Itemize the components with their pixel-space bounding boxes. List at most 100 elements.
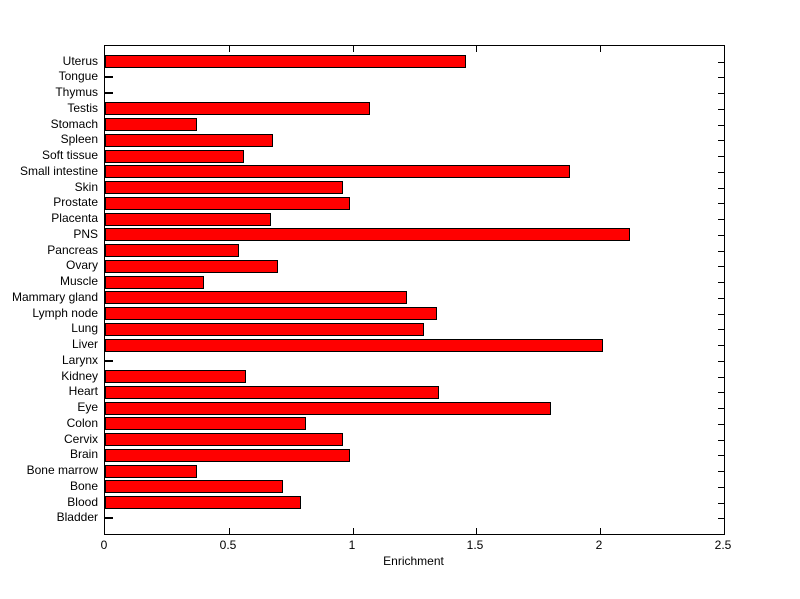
y-tick-mark	[718, 298, 724, 299]
y-axis-label: Placenta	[51, 211, 98, 225]
y-axis-label: Bladder	[56, 510, 98, 524]
y-axis-label: Brain	[69, 447, 98, 461]
y-axis-label: Uterus	[62, 54, 98, 68]
x-tick-mark	[353, 528, 354, 534]
y-tick-mark	[718, 455, 724, 456]
y-axis-label: Pancreas	[47, 243, 98, 257]
y-axis-label: Eye	[77, 400, 98, 414]
bar	[105, 386, 439, 399]
y-tick-mark	[718, 109, 724, 110]
x-axis-tick-label: 2.5	[714, 538, 732, 552]
y-axis-label: Thymus	[55, 85, 98, 99]
y-tick-mark	[718, 140, 724, 141]
y-tick-mark	[718, 93, 724, 94]
y-tick-mark	[718, 235, 724, 236]
y-axis-label: Small intestine	[19, 164, 98, 178]
y-axis-label: Heart	[68, 384, 98, 398]
bar	[105, 417, 306, 430]
y-axis-label: Testis	[67, 101, 98, 115]
y-axis-label: Lung	[71, 321, 98, 335]
x-tick-mark	[353, 46, 354, 52]
bar	[105, 102, 370, 115]
bar	[105, 291, 407, 304]
zero-value-dash	[105, 517, 113, 519]
bar	[105, 197, 350, 210]
bar	[105, 118, 197, 131]
y-tick-mark	[718, 408, 724, 409]
x-axis-tick-label: 1.5	[466, 538, 484, 552]
y-tick-mark	[718, 62, 724, 63]
y-axis-label: Larynx	[61, 353, 98, 367]
y-tick-mark	[718, 377, 724, 378]
x-axis-tick-label: 1	[348, 538, 356, 552]
y-tick-mark	[718, 282, 724, 283]
x-tick-mark	[600, 528, 601, 534]
y-axis-label: Mammary gland	[11, 290, 98, 304]
bar	[105, 402, 551, 415]
y-axis-label: Ovary	[65, 258, 98, 272]
bar	[105, 449, 350, 462]
x-axis-tick-label: 0.5	[219, 538, 237, 552]
y-axis-label: Blood	[67, 495, 98, 509]
bar	[105, 260, 278, 273]
bar	[105, 165, 570, 178]
bar	[105, 339, 603, 352]
y-tick-mark	[718, 424, 724, 425]
y-axis-label: Liver	[71, 337, 98, 351]
x-tick-mark	[600, 46, 601, 52]
y-tick-mark	[718, 487, 724, 488]
zero-value-dash	[105, 76, 113, 78]
bar	[105, 55, 466, 68]
y-tick-mark	[718, 219, 724, 220]
y-axis-label: Cervix	[63, 432, 98, 446]
y-tick-mark	[718, 361, 724, 362]
y-tick-mark	[718, 203, 724, 204]
y-axis-label: Tongue	[58, 69, 98, 83]
y-tick-mark	[718, 156, 724, 157]
y-axis-label: Soft tissue	[41, 148, 98, 162]
y-axis-label: PNS	[73, 227, 98, 241]
bar	[105, 307, 437, 320]
bar	[105, 228, 630, 241]
bar	[105, 370, 246, 383]
y-tick-mark	[718, 77, 724, 78]
x-axis-tick-label: 0	[100, 538, 108, 552]
y-tick-mark	[718, 503, 724, 504]
y-tick-mark	[718, 188, 724, 189]
bar	[105, 181, 343, 194]
zero-value-dash	[105, 92, 113, 94]
y-axis-label: Spleen	[60, 132, 98, 146]
y-tick-mark	[718, 440, 724, 441]
y-axis-label: Bone marrow	[26, 463, 98, 477]
bar	[105, 323, 424, 336]
x-tick-mark	[476, 46, 477, 52]
y-axis-label: Stomach	[50, 117, 98, 131]
y-tick-mark	[718, 172, 724, 173]
y-axis-label: Colon	[66, 416, 98, 430]
bar	[105, 213, 271, 226]
y-tick-mark	[718, 314, 724, 315]
bar	[105, 480, 283, 493]
bar	[105, 433, 343, 446]
bar	[105, 496, 301, 509]
y-tick-mark	[718, 471, 724, 472]
y-tick-mark	[718, 392, 724, 393]
bar	[105, 244, 239, 257]
y-tick-mark	[718, 329, 724, 330]
y-axis-label: Bone	[69, 479, 98, 493]
x-axis-tick-label: 2	[595, 538, 603, 552]
bar	[105, 134, 273, 147]
x-tick-mark	[229, 46, 230, 52]
y-axis-label: Prostate	[53, 195, 98, 209]
y-tick-mark	[718, 266, 724, 267]
y-axis-label: Lymph node	[32, 306, 98, 320]
y-tick-mark	[718, 345, 724, 346]
y-axis-label: Muscle	[59, 274, 98, 288]
zero-value-dash	[105, 360, 113, 362]
plot-area	[104, 45, 725, 535]
bar	[105, 276, 204, 289]
x-tick-mark	[476, 528, 477, 534]
x-tick-mark	[229, 528, 230, 534]
bar	[105, 150, 244, 163]
